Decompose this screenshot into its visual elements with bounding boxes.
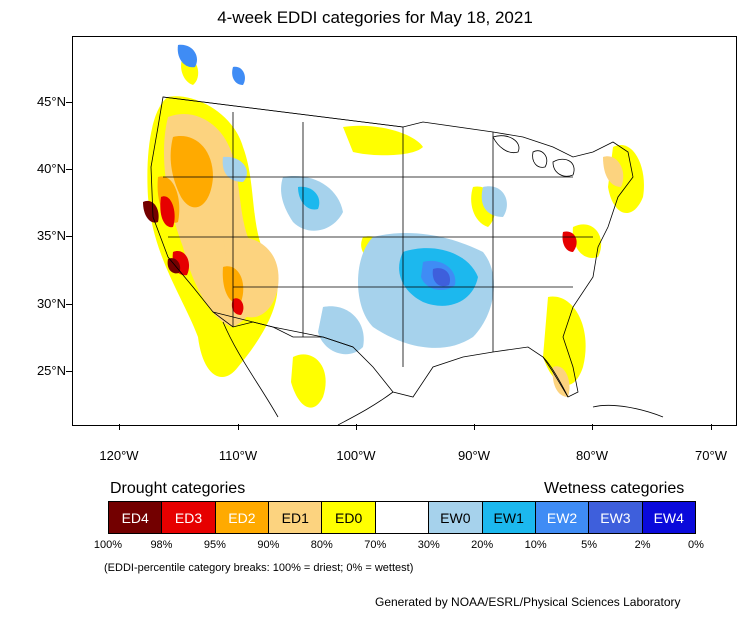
lat-tick — [66, 304, 72, 305]
lon-label-70w: 70°W — [695, 448, 727, 463]
percentile-label: 5% — [581, 539, 598, 551]
map-title: 4-week EDDI categories for May 18, 2021 — [217, 8, 533, 27]
lat-tick — [66, 169, 72, 170]
legend-cell-ed1: ED1 — [269, 502, 323, 533]
wetness-areas — [177, 44, 507, 355]
lon-label-120w: 120°W — [99, 448, 139, 463]
legend-cell-neutral — [375, 502, 430, 533]
legend-cell-ew4: EW4 — [642, 502, 695, 533]
legend-cell-ew1: EW1 — [482, 502, 536, 533]
eddi-map — [72, 36, 737, 426]
lon-tick — [474, 424, 475, 430]
percentile-label: 80% — [310, 539, 333, 551]
percentile-label: 10% — [524, 539, 547, 551]
percentile-label: 98% — [150, 539, 173, 551]
lat-label-45n: 45°N — [36, 94, 66, 109]
lon-tick — [238, 424, 239, 430]
percentile-label: 100% — [93, 539, 123, 551]
lat-label-35n: 35°N — [36, 228, 66, 243]
percentile-label: 2% — [634, 539, 651, 551]
lon-label-100w: 100°W — [336, 448, 376, 463]
percentile-label: 0% — [688, 539, 704, 551]
boundaries — [150, 96, 664, 425]
lon-tick — [592, 424, 593, 430]
drought-categories-heading: Drought categories — [110, 480, 246, 497]
lat-tick — [66, 371, 72, 372]
legend-cell-ed0: ED0 — [322, 502, 376, 533]
lon-label-110w: 110°W — [218, 448, 258, 463]
legend-cell-ed2: ED2 — [215, 502, 270, 533]
lon-tick — [356, 424, 357, 430]
legend-cell-ed3: ED3 — [162, 502, 216, 533]
lat-label-40n: 40°N — [36, 161, 66, 176]
legend-cell-ew3: EW3 — [589, 502, 643, 533]
legend-cell-ew0: EW0 — [429, 502, 483, 533]
percentile-label: 30% — [417, 539, 440, 551]
lon-label-80w: 80°W — [576, 448, 608, 463]
lon-tick — [711, 424, 712, 430]
category-legend: ED4 ED3 ED2 ED1 ED0 EW0 EW1 EW2 EW3 EW4 — [108, 501, 696, 534]
percentile-label: 20% — [471, 539, 494, 551]
lat-tick — [66, 236, 72, 237]
lon-label-90w: 90°W — [458, 448, 490, 463]
wetness-categories-heading: Wetness categories — [544, 480, 685, 497]
credit-text: Generated by NOAA/ESRL/Physical Sciences… — [375, 595, 681, 609]
percentile-label: 70% — [364, 539, 387, 551]
lon-tick — [119, 424, 120, 430]
lat-label-25n: 25°N — [36, 363, 66, 378]
legend-cell-ew2: EW2 — [535, 502, 590, 533]
lat-tick — [66, 102, 72, 103]
lat-label-30n: 30°N — [36, 296, 66, 311]
category-breaks-note: (EDDI-percentile category breaks: 100% =… — [104, 562, 414, 574]
percentile-label: 90% — [257, 539, 280, 551]
percentile-label: 95% — [203, 539, 226, 551]
legend-cell-ed4: ED4 — [109, 502, 163, 533]
